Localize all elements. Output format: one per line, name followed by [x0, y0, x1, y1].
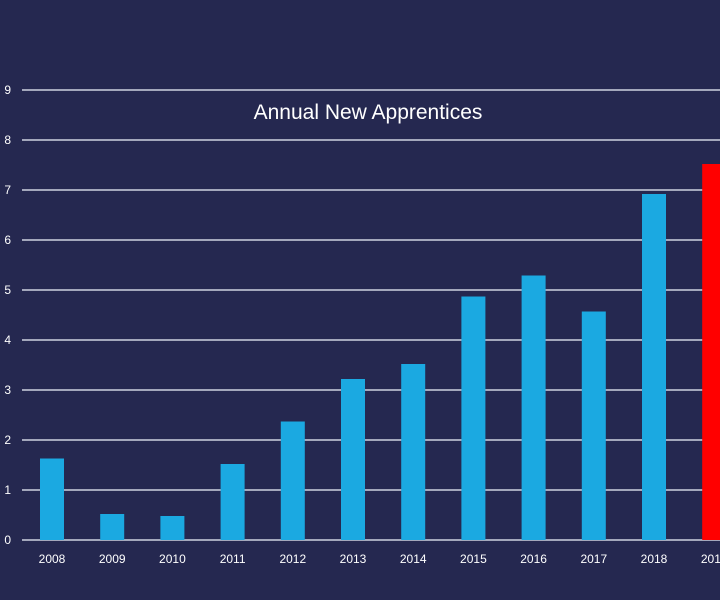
y-tick-label: 1 — [4, 483, 11, 497]
bar-2017 — [581, 311, 606, 540]
x-tick-label: 2009 — [99, 552, 126, 566]
y-tick-label: 6 — [4, 233, 11, 247]
bar-2018 — [642, 194, 666, 540]
x-tick-label: 2011 — [220, 552, 246, 566]
x-tick-label: 2013 — [340, 552, 367, 566]
bar-2015 — [461, 296, 486, 540]
bars — [40, 164, 720, 540]
bar-2012 — [280, 421, 305, 540]
bar-2010 — [160, 516, 185, 540]
bar-2008 — [40, 458, 64, 540]
y-tick-label: 4 — [4, 333, 11, 347]
x-tick-label: 2012 — [279, 552, 306, 566]
bar-2011 — [220, 464, 245, 540]
x-tick-label: 2010 — [159, 552, 186, 566]
bar-2016 — [521, 275, 546, 540]
y-tick-label: 8 — [4, 133, 11, 147]
y-tick-label: 5 — [4, 283, 11, 297]
y-tick-label: 2 — [4, 433, 11, 447]
bar-2009 — [100, 514, 125, 540]
y-tick-label: 7 — [4, 183, 11, 197]
x-axis-tick-labels: 2008 2009 2010 2011 2012 2013 2014 2015 2016 2017… — [39, 552, 720, 566]
chart-title: Annual New Apprentices — [254, 101, 483, 124]
y-axis-tick-labels: 0 1 2 3 4 5 6 7 8 9 — [4, 83, 11, 547]
x-tick-label: 2014 — [400, 552, 427, 566]
x-tick-label: 2017 — [580, 552, 607, 566]
y-tick-label: 9 — [4, 83, 11, 97]
x-tick-label: 2008 — [39, 552, 66, 566]
bar-2013 — [341, 379, 365, 540]
x-tick-label: 2015 — [460, 552, 487, 566]
bar-2014 — [401, 364, 426, 540]
x-tick-label: 2019 — [701, 552, 720, 566]
y-tick-label: 0 — [4, 533, 11, 547]
bar-2019 — [702, 164, 720, 540]
x-tick-label: 2018 — [641, 552, 668, 566]
y-tick-label: 3 — [4, 383, 11, 397]
x-tick-label: 2016 — [520, 552, 547, 566]
gridlines — [22, 89, 720, 541]
